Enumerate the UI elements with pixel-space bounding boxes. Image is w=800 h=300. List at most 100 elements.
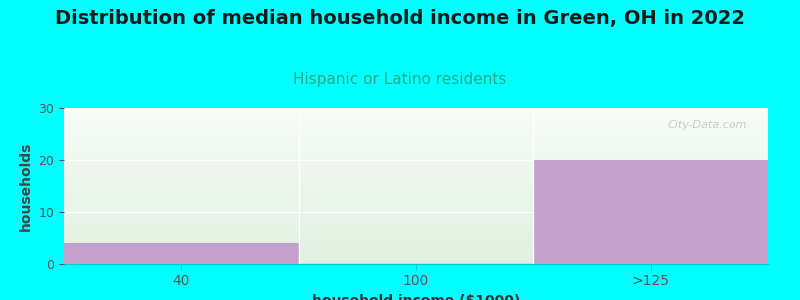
Bar: [64, 200, 768, 201]
Text: Distribution of median household income in Green, OH in 2022: Distribution of median household income …: [55, 9, 745, 28]
Y-axis label: households: households: [19, 141, 33, 231]
Bar: [64, 244, 768, 245]
Bar: [64, 145, 768, 146]
Bar: [64, 226, 768, 227]
Bar: [64, 245, 768, 246]
Bar: [64, 242, 768, 243]
Bar: [64, 243, 298, 264]
Bar: [64, 116, 768, 117]
Bar: [64, 123, 768, 124]
Bar: [64, 202, 768, 203]
Bar: [64, 157, 768, 158]
Bar: [64, 251, 768, 252]
Bar: [64, 240, 768, 241]
Bar: [534, 160, 768, 264]
Bar: [64, 139, 768, 140]
Bar: [64, 149, 768, 150]
Bar: [64, 125, 768, 126]
Bar: [64, 188, 768, 189]
Bar: [64, 114, 768, 115]
Bar: [64, 146, 768, 147]
Bar: [64, 141, 768, 142]
Bar: [64, 181, 768, 182]
Bar: [64, 216, 768, 217]
Bar: [64, 150, 768, 151]
Bar: [64, 153, 768, 154]
Bar: [64, 206, 768, 207]
Bar: [64, 154, 768, 155]
Bar: [64, 250, 768, 251]
Bar: [64, 203, 768, 204]
Bar: [64, 130, 768, 131]
Bar: [64, 164, 768, 165]
Bar: [64, 241, 768, 242]
Bar: [64, 144, 768, 145]
Bar: [64, 185, 768, 186]
Bar: [64, 202, 768, 203]
Bar: [64, 152, 768, 153]
Bar: [64, 174, 768, 175]
Bar: [64, 257, 768, 258]
Bar: [64, 133, 768, 134]
Bar: [64, 215, 768, 216]
Bar: [64, 236, 768, 237]
Bar: [64, 243, 768, 244]
Bar: [64, 256, 768, 257]
Bar: [64, 134, 768, 135]
X-axis label: household income ($1000): household income ($1000): [312, 294, 520, 300]
Bar: [64, 176, 768, 177]
Bar: [64, 137, 768, 138]
Bar: [64, 111, 768, 112]
Bar: [64, 238, 768, 239]
Bar: [64, 140, 768, 141]
Bar: [64, 156, 768, 157]
Bar: [64, 163, 768, 164]
Bar: [64, 120, 768, 121]
Bar: [64, 177, 768, 178]
Bar: [64, 195, 768, 196]
Bar: [64, 225, 768, 226]
Bar: [64, 162, 768, 163]
Bar: [64, 231, 768, 232]
Bar: [64, 233, 768, 234]
Bar: [64, 115, 768, 116]
Bar: [64, 127, 768, 128]
Bar: [64, 204, 768, 205]
Bar: [64, 135, 768, 136]
Bar: [64, 189, 768, 190]
Bar: [64, 249, 768, 250]
Bar: [64, 129, 768, 130]
Bar: [64, 237, 768, 238]
Bar: [64, 252, 768, 253]
Bar: [64, 205, 768, 206]
Bar: [64, 193, 768, 194]
Bar: [64, 248, 768, 249]
Bar: [64, 172, 768, 173]
Bar: [64, 220, 768, 221]
Bar: [64, 122, 768, 123]
Bar: [64, 124, 768, 125]
Bar: [64, 212, 768, 213]
Bar: [64, 199, 768, 200]
Bar: [64, 138, 768, 139]
Bar: [64, 117, 768, 118]
Bar: [64, 253, 768, 254]
Bar: [64, 110, 768, 111]
Bar: [64, 169, 768, 170]
Bar: [64, 209, 768, 210]
Bar: [64, 263, 768, 264]
Bar: [64, 147, 768, 148]
Bar: [64, 229, 768, 230]
Bar: [64, 219, 768, 220]
Bar: [64, 194, 768, 195]
Bar: [64, 224, 768, 225]
Bar: [64, 218, 768, 219]
Bar: [64, 173, 768, 174]
Bar: [64, 179, 768, 180]
Text: City-Data.com: City-Data.com: [667, 121, 747, 130]
Bar: [64, 228, 768, 229]
Bar: [64, 167, 768, 168]
Bar: [64, 165, 768, 166]
Bar: [64, 259, 768, 260]
Bar: [64, 232, 768, 233]
